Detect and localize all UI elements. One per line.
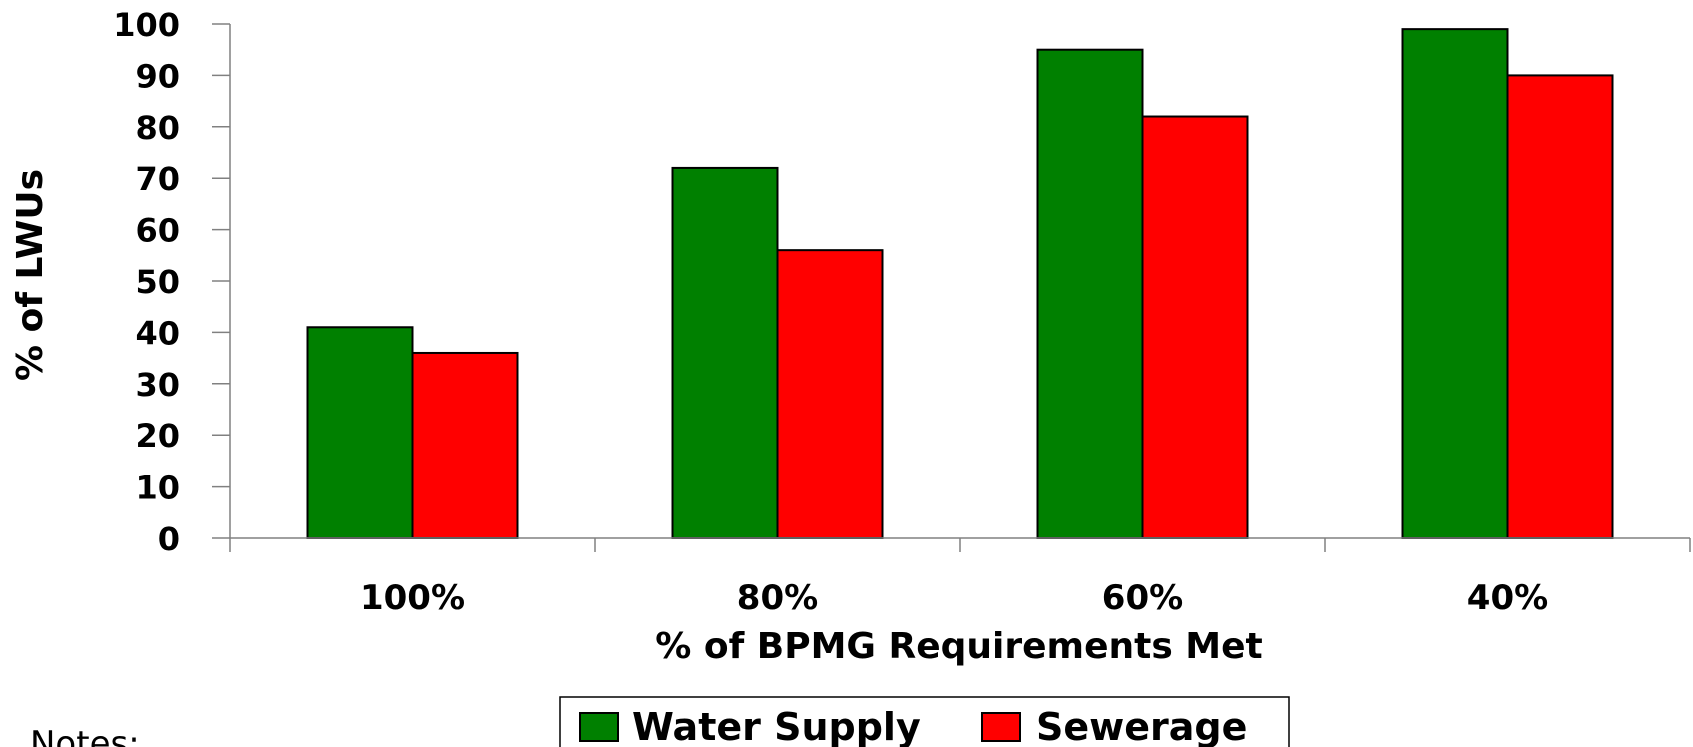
bar-water-supply-40pct [1401, 28, 1509, 539]
y-axis: 0 10 20 30 40 50 60 70 80 90 100 [113, 6, 231, 558]
y-tick-label: 30 [135, 366, 180, 404]
legend: Water Supply Sewerage [559, 696, 1290, 747]
x-tick-label: 80% [737, 578, 818, 618]
y-tick-label: 90 [135, 57, 180, 95]
bar-sewerage-80pct [776, 249, 884, 539]
x-tick-label: 60% [1102, 578, 1183, 618]
y-tick-label: 80 [135, 109, 180, 147]
bar-sewerage-40pct [1506, 74, 1614, 540]
y-tick-label: 50 [135, 263, 180, 301]
x-axis-title: % of BPMG Requirements Met [655, 626, 1262, 667]
legend-label-water-supply: Water Supply [632, 705, 921, 747]
x-tick-label: 100% [360, 578, 465, 618]
legend-swatch-sewerage [981, 712, 1021, 742]
bar-water-supply-80pct [671, 166, 779, 539]
y-tick-label: 100 [113, 6, 180, 44]
x-tick-label: 40% [1467, 578, 1548, 618]
bar-sewerage-100pct [411, 351, 519, 539]
y-tick-label: 60 [135, 212, 180, 250]
y-tick-label: 10 [135, 469, 180, 507]
legend-label-sewerage: Sewerage [1036, 705, 1247, 747]
y-tick-label: 40 [135, 314, 180, 352]
notes-label: Notes: [30, 724, 140, 747]
bar-water-supply-60pct [1036, 48, 1144, 539]
legend-swatch-water-supply [579, 712, 619, 742]
bar-sewerage-60pct [1141, 115, 1249, 540]
y-tick-label: 0 [158, 520, 180, 558]
legend-box [559, 696, 1290, 747]
plot-area [306, 28, 1614, 540]
y-axis-title: % of LWUs [10, 169, 51, 381]
y-tick-label: 20 [135, 417, 180, 455]
x-axis: 100% 80% 60% 40% [229, 537, 1691, 618]
bar-water-supply-100pct [306, 326, 414, 540]
y-tick-label: 70 [135, 160, 180, 198]
